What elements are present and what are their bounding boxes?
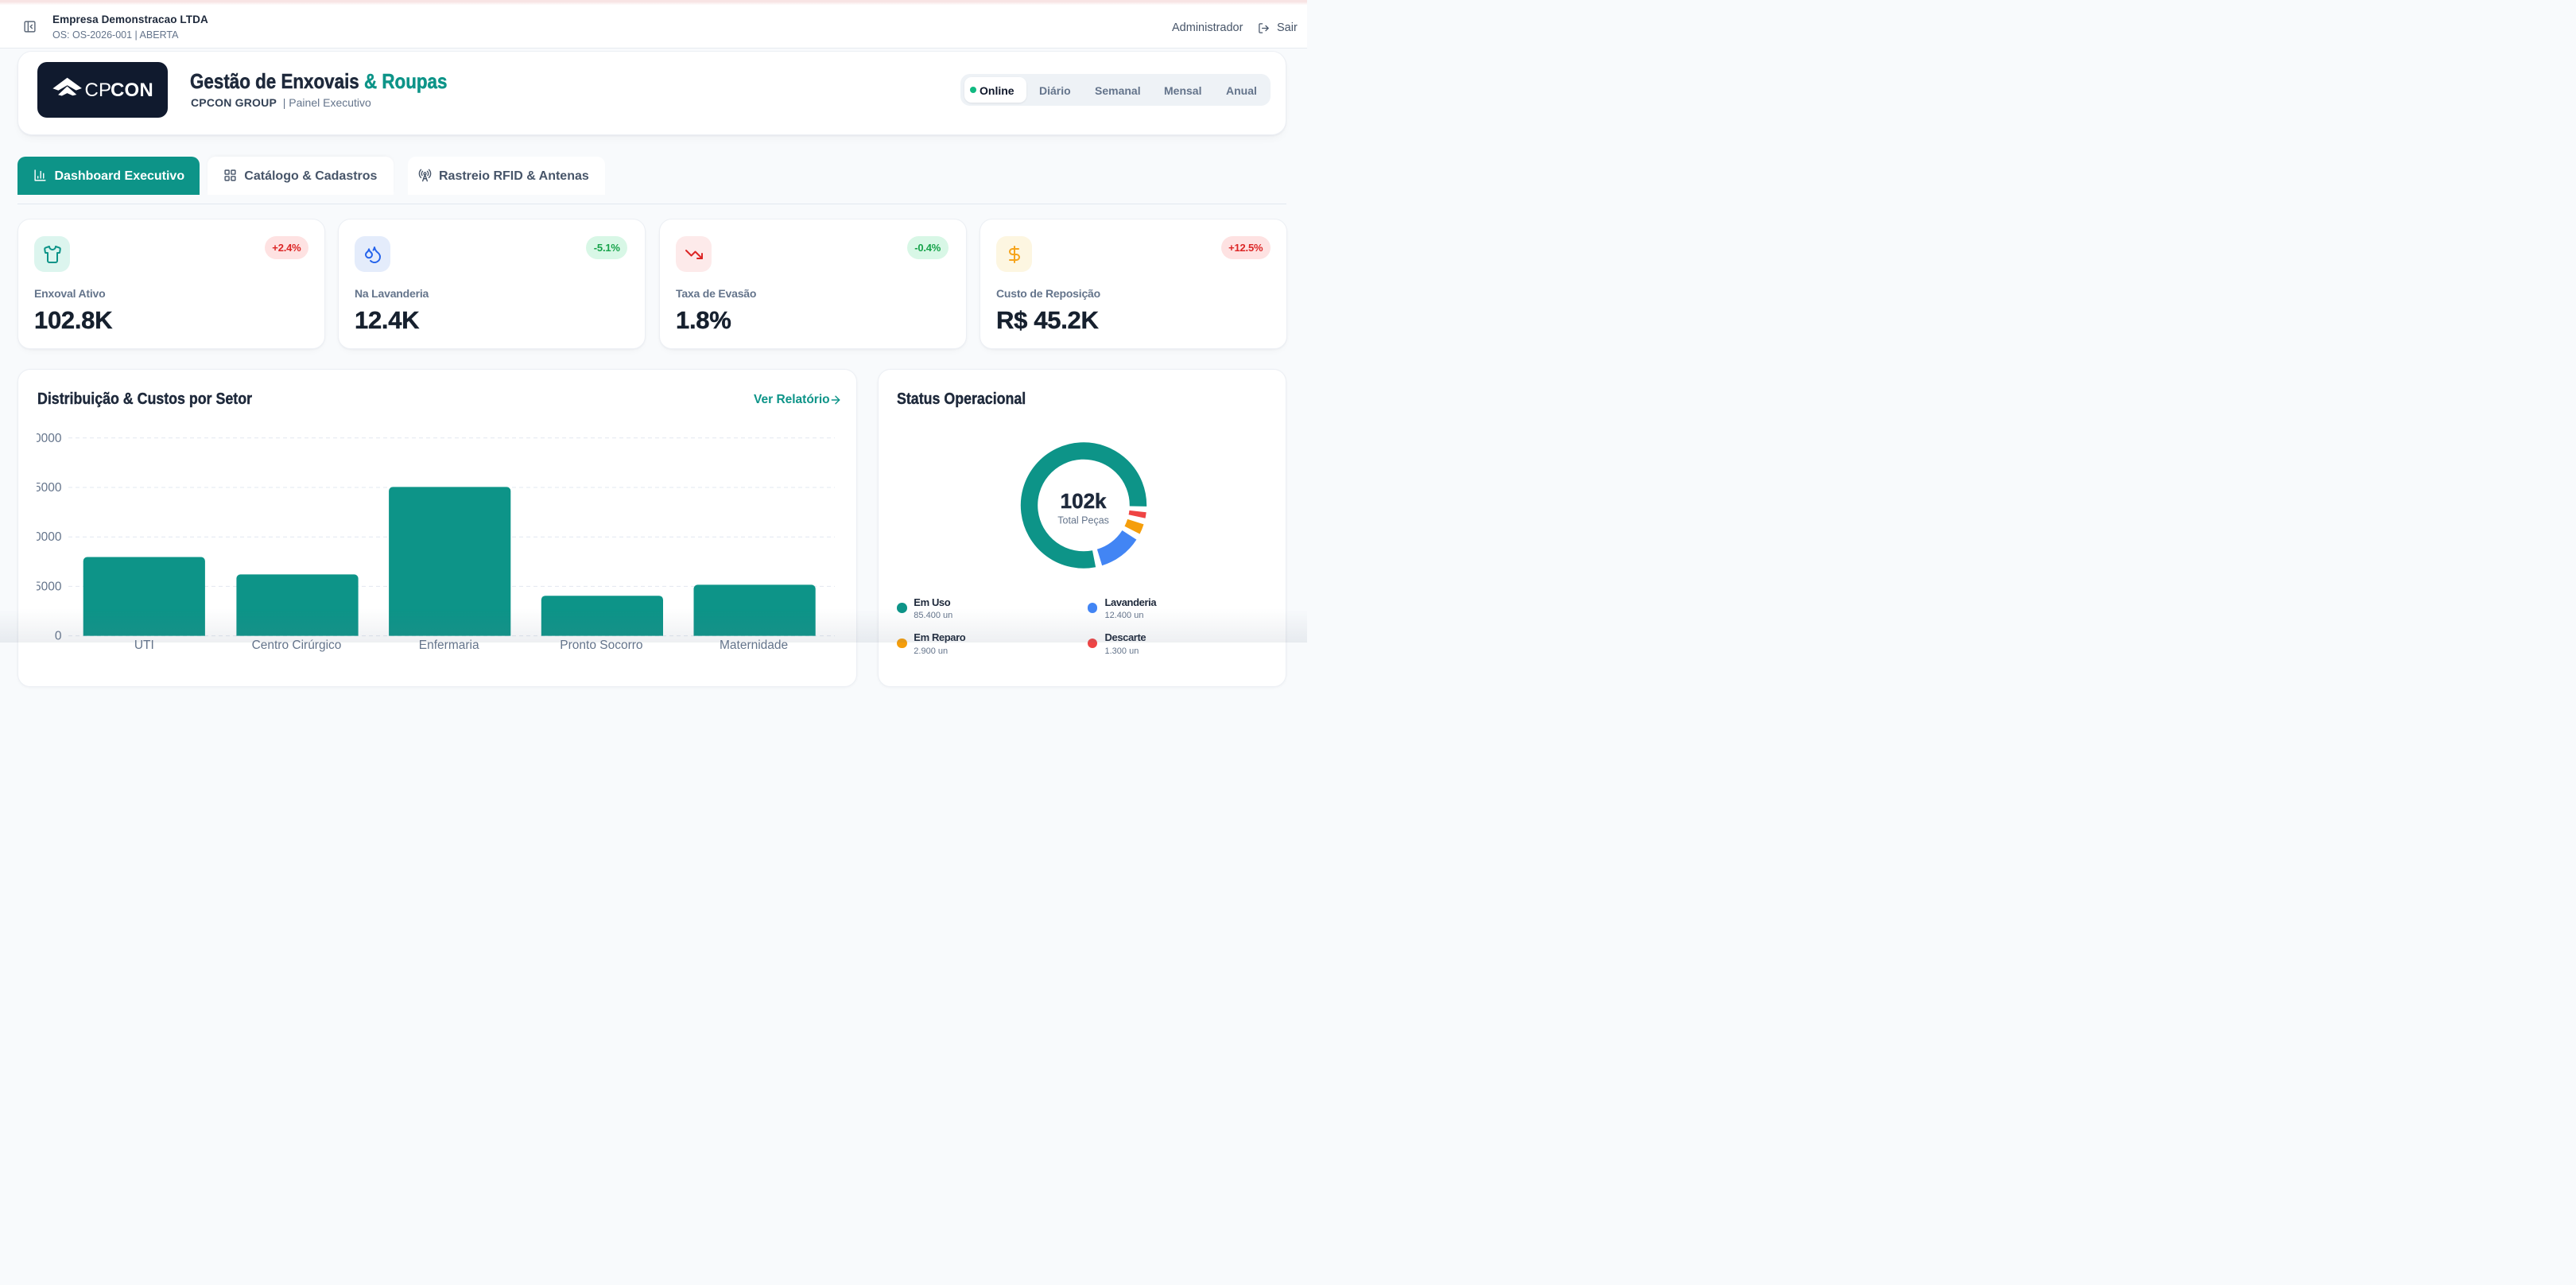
svg-text:UTI: UTI	[134, 639, 154, 652]
svg-text:Total Peças: Total Peças	[1057, 515, 1109, 526]
svg-text:Centro Cirúrgico: Centro Cirúrgico	[252, 639, 342, 652]
svg-text:45000: 45000	[37, 481, 62, 495]
svg-text:0: 0	[55, 630, 62, 643]
svg-text:30000: 30000	[37, 530, 62, 544]
svg-text:CP: CP	[85, 80, 112, 101]
svg-text:CON: CON	[111, 80, 153, 101]
svg-text:60000: 60000	[37, 432, 62, 445]
svg-text:Pronto Socorro: Pronto Socorro	[560, 639, 642, 652]
svg-text:Maternidade: Maternidade	[720, 639, 788, 652]
svg-text:15000: 15000	[37, 580, 62, 593]
svg-text:102k: 102k	[1061, 489, 1107, 513]
svg-text:Enfermaria: Enfermaria	[419, 639, 479, 652]
